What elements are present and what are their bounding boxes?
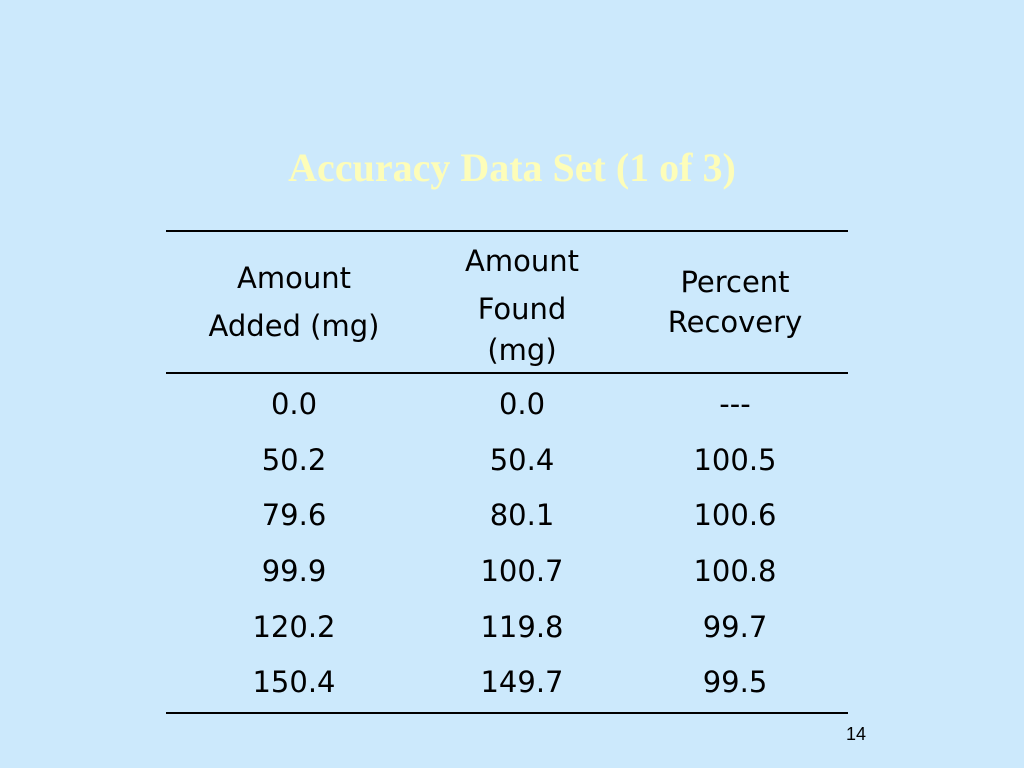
cell-amount-added: 79.6 xyxy=(261,498,327,533)
cell-percent-recovery: 100.5 xyxy=(693,442,777,477)
header-text: Found xyxy=(477,292,567,326)
table-body: 0.0 0.0 --- 50.2 50.4 100.5 79.6 80.1 10… xyxy=(166,374,848,712)
cell-amount-added: 120.2 xyxy=(252,609,336,644)
cell-percent-recovery: 99.5 xyxy=(702,665,768,700)
cell-amount-found: 0.0 xyxy=(498,386,546,421)
cell-amount-found: 80.1 xyxy=(489,498,555,533)
cell-amount-found: 100.7 xyxy=(480,553,564,588)
table-row: 120.2 119.8 99.7 xyxy=(166,599,848,655)
table-row: 150.4 149.7 99.5 xyxy=(166,654,848,710)
slide-title: Accuracy Data Set (1 of 3) xyxy=(288,145,736,190)
table-row: 99.9 100.7 100.8 xyxy=(166,543,848,599)
cell-percent-recovery: 100.6 xyxy=(693,498,777,533)
cell-percent-recovery: --- xyxy=(719,386,751,421)
table-header-row: Amount Added (mg) Amount Found (mg) Perc… xyxy=(166,232,848,374)
table-row: 79.6 80.1 100.6 xyxy=(166,487,848,543)
header-amount-found: Amount Found (mg) xyxy=(422,232,622,372)
data-table: Amount Added (mg) Amount Found (mg) Perc… xyxy=(166,230,848,715)
header-text: Percent xyxy=(680,265,790,299)
header-percent-recovery: Percent Recovery xyxy=(622,232,848,372)
header-text: Amount xyxy=(237,261,351,295)
header-text: Added (mg) xyxy=(208,309,380,343)
cell-amount-found: 119.8 xyxy=(480,609,564,644)
cell-amount-found: 50.4 xyxy=(489,442,555,477)
cell-percent-recovery: 99.7 xyxy=(702,609,768,644)
header-text: Amount xyxy=(465,244,579,278)
page-number: 14 xyxy=(845,724,867,744)
cell-percent-recovery: 100.8 xyxy=(693,553,777,588)
cell-amount-added: 150.4 xyxy=(252,665,336,700)
header-text: (mg) xyxy=(487,333,557,367)
table-row: 50.2 50.4 100.5 xyxy=(166,432,848,488)
table-row: 0.0 0.0 --- xyxy=(166,376,848,432)
cell-amount-found: 149.7 xyxy=(480,665,564,700)
header-amount-added: Amount Added (mg) xyxy=(166,232,422,372)
header-text: Recovery xyxy=(667,305,803,339)
cell-amount-added: 99.9 xyxy=(261,553,327,588)
cell-amount-added: 0.0 xyxy=(270,386,318,421)
cell-amount-added: 50.2 xyxy=(261,442,327,477)
